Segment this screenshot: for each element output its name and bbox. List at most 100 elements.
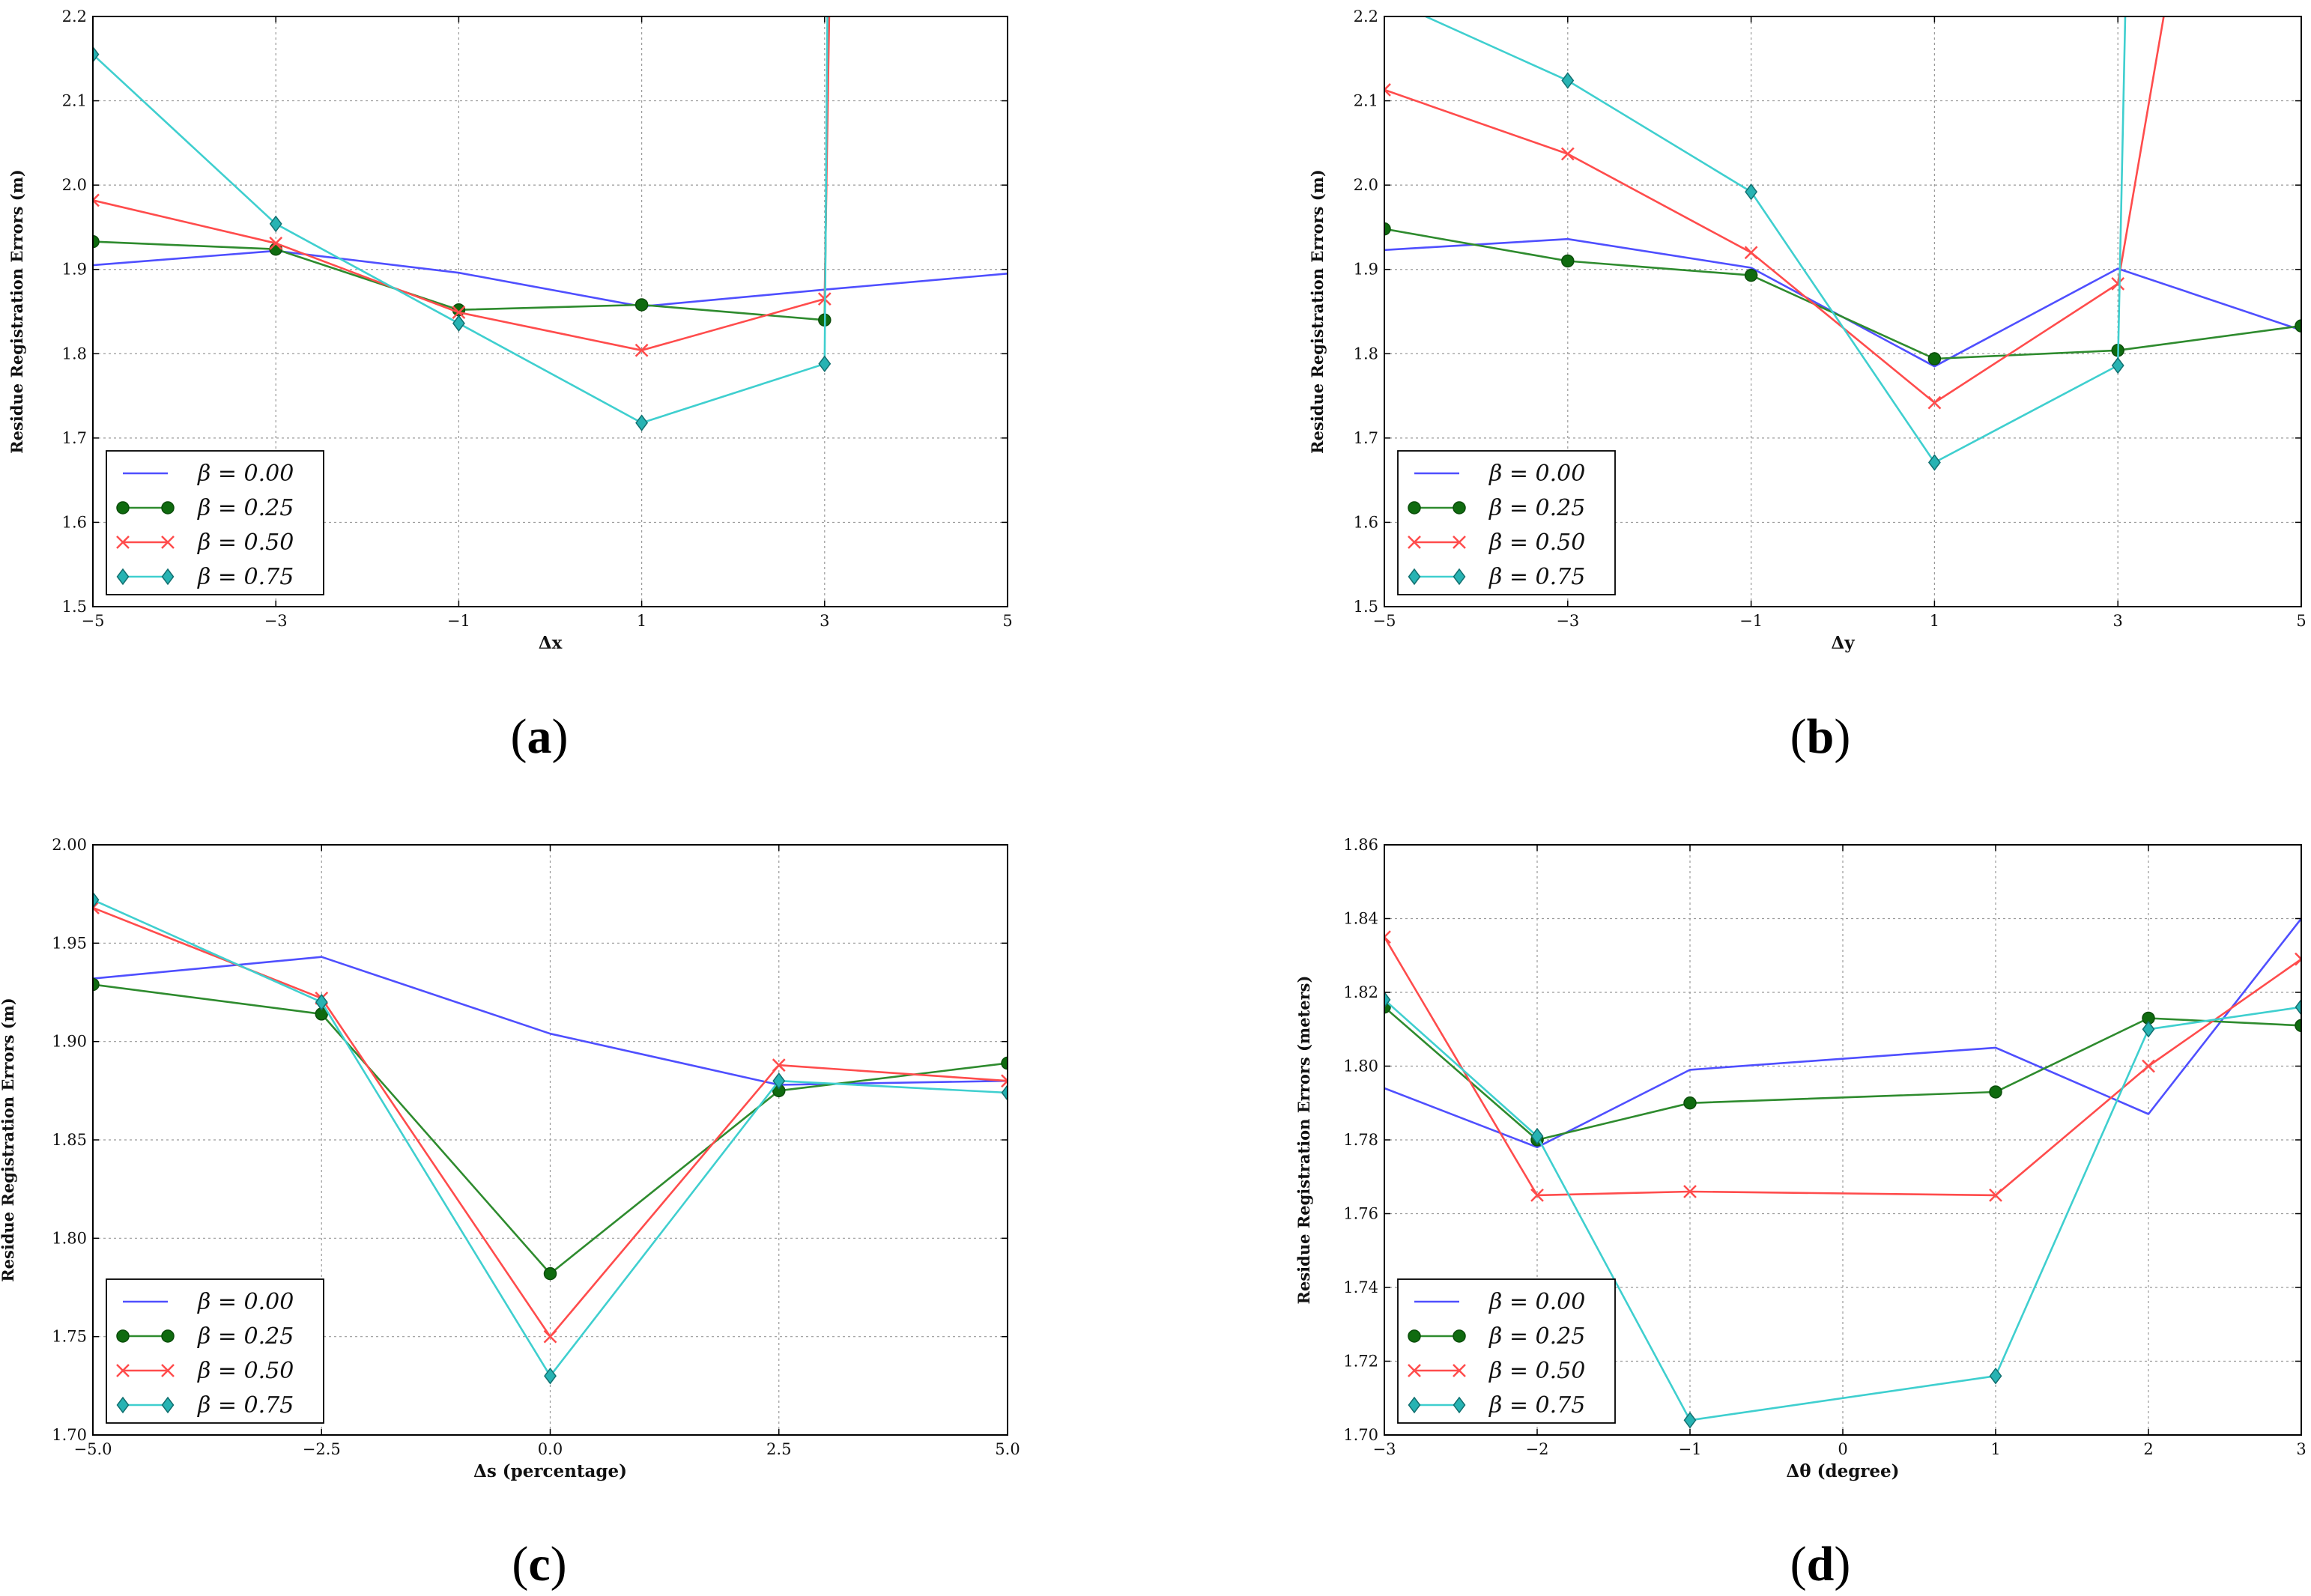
series-line-1 bbox=[1384, 228, 2301, 360]
data-point bbox=[1927, 454, 1941, 471]
x-tick-label: 1 bbox=[1990, 1440, 2000, 1458]
x-tick-label: 3 bbox=[820, 612, 829, 630]
data-point bbox=[544, 1367, 557, 1385]
plot-area bbox=[1384, 917, 2301, 1429]
legend-marker bbox=[116, 1329, 130, 1343]
x-tick-label: 5 bbox=[1002, 612, 1012, 630]
y-tick-label: 1.70 bbox=[52, 1426, 87, 1444]
y-tick-label: 1.7 bbox=[62, 429, 87, 447]
x-tick-label: 3 bbox=[2113, 612, 2123, 630]
legend-label-3: β = 0.75 bbox=[197, 564, 294, 590]
data-point bbox=[2295, 998, 2301, 1016]
y-tick-label: 2.2 bbox=[1354, 7, 1378, 25]
legend-box bbox=[1397, 450, 1616, 595]
x-tick-label: −5 bbox=[82, 612, 105, 630]
legend-marker bbox=[1453, 501, 1466, 515]
data-point bbox=[1683, 1412, 1697, 1429]
panel-caption: (d) bbox=[1790, 1537, 1851, 1592]
legend-label-0: β = 0.00 bbox=[1488, 461, 1585, 487]
x-axis-label: Δx bbox=[539, 633, 563, 653]
caption-letter: a bbox=[527, 709, 552, 764]
legend-label-1: β = 0.25 bbox=[1488, 495, 1585, 521]
legend: β = 0.00 β = 0.25 β = 0.50 β = 0.75 bbox=[1397, 1278, 1616, 1424]
x-tick-label: 0.0 bbox=[538, 1440, 563, 1458]
x-tick-label: −1 bbox=[447, 612, 470, 630]
x-tick-label: −1 bbox=[1739, 612, 1763, 630]
data-point bbox=[1001, 1084, 1008, 1102]
data-point bbox=[772, 1072, 786, 1090]
data-point bbox=[1384, 83, 1391, 97]
y-tick-label: 1.5 bbox=[62, 598, 87, 616]
series-line-0 bbox=[1384, 917, 2301, 1149]
series-line-2 bbox=[1384, 16, 2165, 404]
caption-paren: ) bbox=[552, 709, 569, 764]
x-axis-label: Δθ (degree) bbox=[1786, 1461, 1899, 1481]
data-point bbox=[1384, 930, 1391, 944]
data-point bbox=[2111, 276, 2125, 291]
legend-label-2: β = 0.50 bbox=[197, 1358, 294, 1384]
x-tick-label: 2.5 bbox=[766, 1440, 791, 1458]
x-tick-label: −3 bbox=[1556, 612, 1579, 630]
data-point bbox=[635, 414, 649, 431]
legend-label-0: β = 0.00 bbox=[1488, 1289, 1585, 1315]
data-point bbox=[93, 901, 100, 914]
y-tick-label: 1.72 bbox=[1343, 1353, 1378, 1371]
data-point bbox=[2142, 1059, 2155, 1073]
legend: β = 0.00 β = 0.25 β = 0.50 β = 0.75 bbox=[1397, 450, 1616, 595]
plot-area bbox=[93, 16, 1008, 431]
caption-letter: d bbox=[1807, 1537, 1835, 1592]
data-point bbox=[2295, 319, 2301, 333]
data-point bbox=[2142, 1021, 2155, 1038]
legend-marker bbox=[1408, 535, 1421, 549]
y-tick-label: 1.9 bbox=[62, 261, 87, 279]
x-tick-label: 0 bbox=[1838, 1440, 1847, 1458]
legend-label-1: β = 0.25 bbox=[197, 1323, 294, 1350]
caption-paren: ( bbox=[1790, 709, 1807, 764]
y-tick-label: 1.82 bbox=[1343, 983, 1378, 1001]
data-point bbox=[315, 993, 328, 1011]
panel-caption: (b) bbox=[1790, 709, 1851, 764]
data-point bbox=[1989, 1367, 2002, 1385]
data-point bbox=[772, 1058, 786, 1072]
x-tick-label: −5.0 bbox=[74, 1440, 112, 1458]
legend-marker bbox=[1453, 1364, 1466, 1377]
x-tick-label: −2 bbox=[1526, 1440, 1549, 1458]
x-tick-label: −3 bbox=[1373, 1440, 1396, 1458]
data-point bbox=[93, 977, 100, 992]
panel-caption: (a) bbox=[511, 709, 569, 764]
caption-paren: ) bbox=[1834, 1537, 1850, 1592]
legend-label-3: β = 0.75 bbox=[197, 1392, 294, 1419]
data-point bbox=[93, 193, 100, 207]
data-point bbox=[818, 355, 832, 373]
legend-marker bbox=[161, 568, 175, 586]
legend-marker bbox=[116, 1396, 130, 1414]
legend-marker bbox=[1408, 1329, 1421, 1343]
y-tick-label: 1.95 bbox=[52, 934, 87, 952]
y-tick-label: 1.70 bbox=[1343, 1426, 1378, 1444]
caption-letter: c bbox=[528, 1537, 550, 1592]
y-tick-label: 1.85 bbox=[52, 1131, 87, 1149]
series-line-2 bbox=[1384, 936, 2301, 1197]
x-tick-label: −2.5 bbox=[303, 1440, 341, 1458]
x-tick-label: 2 bbox=[2143, 1440, 2153, 1458]
y-tick-label: 1.86 bbox=[1343, 836, 1378, 854]
legend-marker bbox=[161, 501, 175, 515]
y-axis-label: Residue Registration Errors (meters) bbox=[1294, 976, 1313, 1305]
legend-label-2: β = 0.50 bbox=[1488, 530, 1585, 556]
panel-caption: (c) bbox=[512, 1537, 566, 1592]
legend-label-1: β = 0.25 bbox=[1488, 1323, 1585, 1350]
series-line-0 bbox=[93, 956, 1008, 1086]
legend-box bbox=[106, 450, 324, 595]
series-line-3 bbox=[1425, 16, 2127, 464]
legend-marker bbox=[161, 1396, 175, 1414]
y-axis-label: Residue Registration Errors (m) bbox=[1308, 169, 1327, 454]
legend-marker bbox=[116, 568, 130, 586]
y-tick-label: 1.5 bbox=[1354, 598, 1378, 616]
legend-marker bbox=[161, 1329, 175, 1343]
data-point bbox=[1745, 183, 1758, 201]
caption-letter: b bbox=[1807, 709, 1835, 764]
y-tick-label: 1.8 bbox=[62, 345, 87, 362]
data-point bbox=[543, 1266, 557, 1281]
legend-marker bbox=[1453, 1396, 1466, 1414]
